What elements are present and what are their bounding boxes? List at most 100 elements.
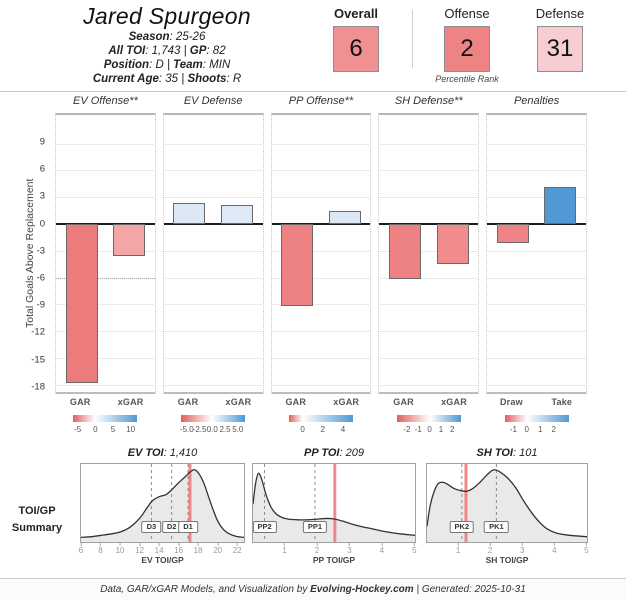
gridline bbox=[163, 331, 263, 333]
percentile-summary: Overall 6 Offense 2 Defense 31 Percentil… bbox=[312, 6, 626, 92]
toi-section: TOI/GP Summary EV TOI: 1,410 D3 D2 D1 6 8 10… bbox=[0, 447, 626, 575]
legend-tick-label: 5.0 bbox=[232, 425, 244, 434]
gridline bbox=[271, 197, 371, 199]
legend-gradient bbox=[181, 415, 246, 422]
x-tick-mark bbox=[99, 543, 101, 546]
legend-pp-offense: 0 2 4 bbox=[271, 414, 372, 442]
legend-gradient bbox=[288, 415, 353, 422]
legend-tick-label: 0 bbox=[300, 425, 305, 434]
legend-tick-label: 0 bbox=[427, 425, 432, 434]
gridline bbox=[163, 277, 263, 279]
x-tick: 3 bbox=[347, 543, 352, 555]
gridline bbox=[487, 143, 586, 145]
legend-tick-label: 0.0 bbox=[206, 425, 218, 434]
panel-ev-defense-title: EV Defense bbox=[183, 95, 243, 107]
legend-ev-offense: -5 0 5 10 bbox=[55, 414, 156, 442]
legend-tick-label: 2.5 bbox=[219, 425, 231, 434]
gridline bbox=[56, 304, 155, 306]
percentile-defense: Defense 31 bbox=[514, 6, 606, 72]
legend-tick-label: -1 bbox=[414, 425, 422, 434]
panel-pp-offense-title: PP Offense** bbox=[288, 95, 354, 107]
percentile-offense: Offense 2 bbox=[420, 6, 514, 72]
gridline bbox=[379, 170, 479, 172]
x-tick: 14 bbox=[155, 543, 164, 555]
player-name: Jared Spurgeon bbox=[83, 3, 251, 29]
x-tick: 18 bbox=[194, 543, 203, 555]
y-tick-label: 0 bbox=[39, 218, 45, 230]
x-tick: 22 bbox=[233, 543, 242, 555]
cat-label-draw: Draw bbox=[499, 397, 523, 407]
legend-tick-label: 1 bbox=[438, 425, 444, 434]
footer-credit-text: Data, GAR/xGAR Models, and Visualization… bbox=[100, 584, 311, 595]
x-tick-label: 5 bbox=[584, 546, 589, 555]
footer: Data, GAR/xGAR Models, and Visualization… bbox=[0, 578, 626, 600]
legend-tick-label: 10 bbox=[126, 425, 136, 434]
legend-tick-label: 0 bbox=[524, 425, 530, 434]
y-tick-label: -18 bbox=[31, 381, 45, 393]
x-tick-label: 5 bbox=[412, 546, 417, 555]
x-tick-label: 16 bbox=[174, 546, 184, 555]
gridline bbox=[56, 143, 155, 145]
y-tick-label: -3 bbox=[36, 245, 45, 257]
x-tick: 2 bbox=[488, 543, 492, 555]
toi-pp-title: PP TOI: 209 bbox=[304, 447, 364, 459]
x-tick-label: 14 bbox=[154, 546, 164, 555]
legend-tick-label: -5 bbox=[74, 425, 82, 434]
x-tick: 8 bbox=[98, 543, 103, 555]
cat-label-xgar: xGAR bbox=[333, 397, 360, 407]
x-tick: 4 bbox=[380, 543, 384, 555]
x-tick: 5 bbox=[584, 543, 589, 555]
gridline bbox=[487, 331, 586, 333]
x-tick-label: 3 bbox=[347, 546, 352, 555]
gridline bbox=[163, 304, 263, 306]
x-tick-label: 4 bbox=[379, 546, 385, 555]
toi-panel-sh: SH TOI: 101 PK2 PK1 1 2 3 4 5 SH TOI/GP bbox=[426, 447, 589, 565]
gridline bbox=[487, 358, 586, 360]
role-label-pk1: PK1 bbox=[484, 521, 509, 533]
panel-sh-defense-plot bbox=[378, 113, 480, 394]
x-tick-mark bbox=[348, 543, 350, 546]
legend-penalties: -1 0 1 2 bbox=[486, 414, 587, 442]
gridline bbox=[163, 384, 263, 386]
player-info-line: Season: 25-26 bbox=[128, 31, 206, 43]
player-info-line: All TOI: 1,743 | GP: 82 bbox=[108, 45, 226, 57]
x-tick-mark bbox=[489, 543, 491, 546]
gridline bbox=[56, 331, 155, 333]
x-tick-mark bbox=[457, 543, 459, 546]
percentile-offense-label: Offense bbox=[444, 6, 490, 21]
x-tick-mark bbox=[236, 543, 238, 546]
gar-panels: EV Offense** GAR xGAR -5 0 5 10 EV Defense … bbox=[55, 95, 587, 442]
x-tick: 12 bbox=[135, 543, 144, 555]
y-tick-label: 3 bbox=[39, 190, 45, 202]
gridline bbox=[56, 197, 155, 199]
toi-sh-ticks: 1 2 3 4 5 bbox=[426, 543, 589, 555]
x-tick-mark bbox=[217, 543, 219, 546]
percentile-overall-value: 6 bbox=[333, 26, 379, 72]
y-axis: 9 6 3 0 -3 -6 -9 -12 -15 -18 bbox=[0, 113, 48, 394]
y-tick-label: -15 bbox=[31, 354, 45, 366]
x-tick-label: 22 bbox=[232, 546, 242, 555]
x-tick-mark bbox=[316, 543, 318, 546]
toi-pp-plot: PP2 PP1 bbox=[252, 463, 416, 543]
toi-panel-pp: PP TOI: 209 PP2 PP1 1 2 3 4 5 PP TOI/GP bbox=[252, 447, 417, 565]
x-tick: 3 bbox=[520, 543, 524, 555]
gridline bbox=[271, 170, 371, 172]
legend-tick-label: 2 bbox=[551, 425, 556, 434]
gridline bbox=[271, 277, 371, 279]
footer-site-link[interactable]: Evolving-Hockey.com bbox=[310, 584, 414, 595]
legend-tick-label: 5 bbox=[110, 425, 116, 434]
panel-ev-offense-plot bbox=[55, 113, 156, 394]
x-tick-mark bbox=[283, 543, 285, 546]
toi-ev-xlabel: EV TOI/GP bbox=[141, 555, 184, 565]
density-svg bbox=[253, 464, 415, 542]
bar-gar bbox=[65, 224, 98, 384]
role-label-d1: D1 bbox=[178, 521, 198, 533]
toi-pp-xlabel: PP TOI/GP bbox=[312, 555, 356, 565]
zero-line bbox=[487, 223, 586, 225]
panel-ev-defense-plot bbox=[162, 113, 264, 394]
percentile-rank-caption: Percentile Rank bbox=[435, 74, 499, 84]
percentile-defense-label: Defense bbox=[535, 6, 585, 21]
zero-line bbox=[56, 223, 155, 225]
x-tick-label: 4 bbox=[552, 546, 557, 555]
percentile-offense-value: 2 bbox=[444, 26, 490, 72]
